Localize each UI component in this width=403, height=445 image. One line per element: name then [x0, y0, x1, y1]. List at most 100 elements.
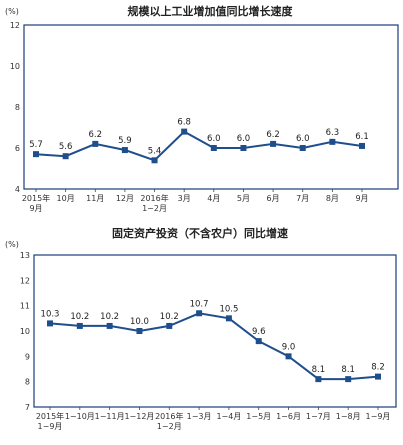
x-tick-label: 2015年: [22, 193, 50, 203]
chart-2-series-line: [49, 312, 379, 381]
chart-2-unit-label: (%): [5, 240, 19, 249]
x-tick-label: 1−7月: [306, 412, 331, 421]
data-point: [106, 322, 113, 329]
y-tick-label: 12: [10, 21, 20, 30]
chart-2-title: 固定资产投资（不含农户）同比增速: [112, 226, 288, 240]
data-point: [359, 142, 365, 149]
x-tick-label: 1−12月: [124, 412, 154, 421]
x-tick-label: 7月: [296, 194, 309, 203]
x-tick-label: 1−8月: [336, 412, 361, 421]
y-tick-label: 10: [20, 327, 30, 336]
data-label: 6.0: [296, 134, 310, 144]
data-label: 9.6: [252, 327, 266, 337]
data-label: 5.6: [59, 142, 73, 152]
data-label: 8.1: [341, 365, 355, 375]
chart-1-series-line: [35, 130, 363, 162]
data-point: [76, 322, 83, 329]
data-point: [62, 153, 69, 160]
data-point: [285, 353, 292, 360]
x-tick-label: 8月: [326, 194, 339, 203]
x-tick-label: 9月: [29, 204, 42, 213]
chart-1-unit-label: (%): [5, 7, 19, 16]
data-point: [255, 338, 262, 345]
y-tick-label: 8: [15, 103, 20, 112]
data-point: [270, 140, 277, 147]
x-tick-label: 1−2月: [157, 422, 182, 431]
data-label: 10.7: [190, 299, 209, 309]
y-tick-label: 11: [20, 302, 30, 311]
data-point: [181, 128, 188, 135]
x-tick-label: 1−10月: [65, 412, 95, 421]
data-label: 10.2: [160, 312, 179, 322]
data-label: 6.2: [89, 130, 103, 140]
x-tick-label: 1−2月: [142, 204, 167, 213]
x-tick-label: 3月: [178, 194, 191, 203]
chart-2-plot-frame: [33, 254, 397, 408]
data-label: 8.2: [371, 363, 385, 373]
data-label: 6.3: [326, 128, 340, 138]
x-tick-label: 2016年: [140, 193, 168, 203]
x-tick-label: 1−6月: [276, 412, 301, 421]
x-tick-label: 1−11月: [95, 412, 125, 421]
x-tick-label: 5月: [237, 194, 250, 203]
chart-2-data-labels: 10.3 10.2 10.2 10.0 10.2 10.7 10.5 9.6 9.0 8.1 8.1…: [41, 299, 385, 375]
y-tick-label: 10: [10, 62, 20, 71]
data-label: 10.2: [70, 312, 89, 322]
chart-1-markers: [33, 128, 365, 164]
data-label: 6.0: [207, 134, 221, 144]
y-tick-label: 4: [15, 185, 20, 194]
x-tick-label: 2016年: [155, 411, 183, 421]
data-label: 5.4: [148, 146, 162, 156]
data-label: 8.1: [312, 365, 326, 375]
y-tick-label: 6: [15, 144, 20, 153]
data-point: [210, 145, 217, 151]
chart-1-y-axis: 4 6 8 10 12: [10, 21, 20, 194]
data-label: 10.5: [219, 304, 238, 314]
chart-1-title: 规模以上工业增加值同比增长速度: [128, 4, 294, 18]
y-tick-label: 12: [20, 276, 30, 285]
x-tick-label: 1−5月: [246, 412, 271, 421]
data-label: 9.0: [282, 342, 296, 352]
chart-2-markers: [47, 310, 381, 383]
data-point: [136, 328, 143, 334]
data-label: 6.1: [355, 132, 369, 142]
data-point: [92, 140, 99, 147]
data-point: [375, 373, 381, 380]
x-tick-label: 10月: [57, 194, 75, 203]
chart-1-plot-frame: [23, 24, 399, 190]
chart-1-data-labels: 5.7 5.6 6.2 5.9 5.4 6.8 6.0 6.0 6.2 6.0 6.3 6.1: [29, 118, 369, 157]
data-point: [151, 157, 158, 164]
x-tick-label: 9月: [355, 194, 368, 203]
x-tick-label: 1−9月: [38, 422, 63, 431]
y-tick-label: 13: [20, 251, 30, 260]
x-tick-label: 4月: [207, 194, 220, 203]
y-tick-label: 7: [25, 403, 30, 412]
data-label: 10.3: [41, 309, 60, 319]
data-point: [121, 147, 128, 154]
data-point: [225, 315, 232, 322]
x-tick-label: 1−3月: [187, 412, 212, 421]
y-tick-label: 8: [25, 378, 30, 387]
data-point: [47, 320, 53, 327]
data-label: 5.9: [118, 136, 132, 146]
data-label: 6.8: [177, 118, 191, 128]
data-point: [33, 151, 39, 158]
data-point: [329, 138, 336, 145]
chart-2-y-axis: 7 8 9 10 11 12 13: [20, 251, 30, 412]
data-point: [166, 322, 173, 329]
data-label: 5.7: [29, 140, 43, 150]
data-point: [315, 376, 322, 383]
y-tick-label: 9: [25, 352, 30, 361]
data-point: [299, 145, 306, 151]
data-label: 10.0: [130, 317, 149, 327]
x-tick-label: 2015年: [36, 411, 64, 421]
data-label: 6.2: [266, 130, 280, 140]
data-point: [345, 376, 352, 383]
x-tick-label: 1−9月: [366, 412, 391, 421]
x-tick-label: 11月: [86, 194, 104, 203]
